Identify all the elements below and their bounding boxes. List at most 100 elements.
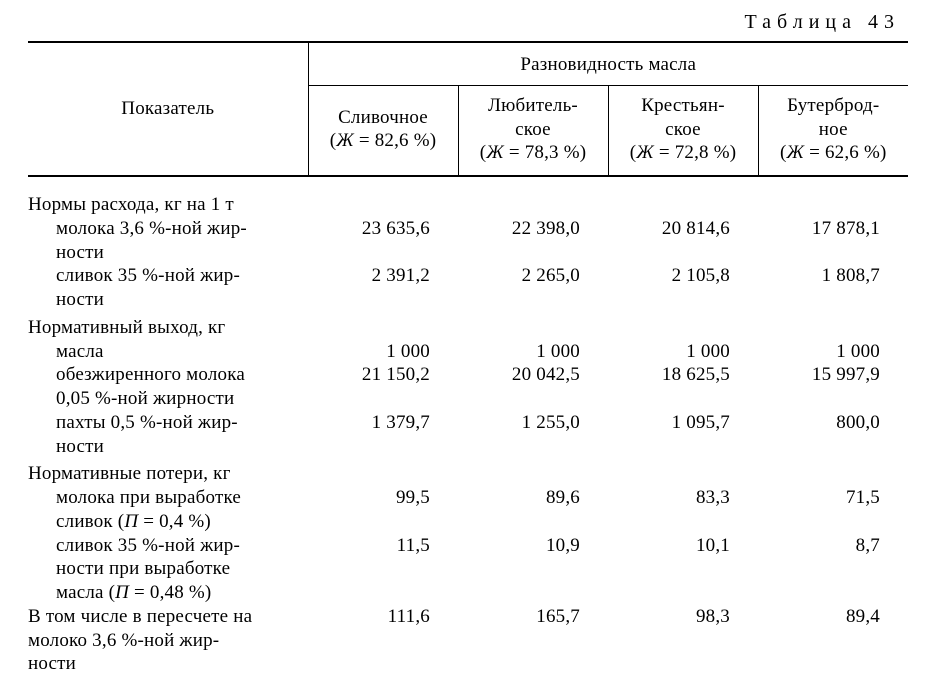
- cell-value: [458, 510, 608, 534]
- header-col-sub: (Ж = 78,3 %): [463, 141, 604, 165]
- cell-value: 22 398,0: [458, 217, 608, 241]
- cell-value: [458, 557, 608, 581]
- cell-value: 89,6: [458, 486, 608, 510]
- row-label: масла: [28, 340, 308, 364]
- row-label: ности: [28, 652, 308, 676]
- table-caption: Таблица 43: [28, 10, 908, 35]
- cell-value: [308, 387, 458, 411]
- table-row: молока 3,6 %-ной жир-23 635,622 398,020 …: [28, 217, 908, 241]
- cell-value: 1 000: [758, 340, 908, 364]
- row-label-text: масла (П = 0,48 %): [28, 581, 302, 605]
- cell-value: 20 042,5: [458, 363, 608, 387]
- table-row: обезжиренного молока21 150,220 042,518 6…: [28, 363, 908, 387]
- table-row: ности при выработке: [28, 557, 908, 581]
- row-label-text: молока при выработке: [28, 486, 302, 510]
- row-label: молоко 3,6 %-ной жир-: [28, 629, 308, 653]
- cell-value: [458, 581, 608, 605]
- cell-value: [458, 435, 608, 459]
- table-row: масла (П = 0,48 %): [28, 581, 908, 605]
- cell-value: 1 000: [308, 340, 458, 364]
- cell-value: [308, 510, 458, 534]
- cell-value: [308, 435, 458, 459]
- cell-value: [458, 387, 608, 411]
- table-row: сливок 35 %-ной жир-2 391,22 265,02 105,…: [28, 264, 908, 288]
- header-col-2: Крестьян-ское(Ж = 72,8 %): [608, 85, 758, 176]
- row-label-text: Нормативный выход, кг: [28, 316, 302, 340]
- row-label-text: молока 3,6 %-ной жир-: [28, 217, 302, 241]
- row-label: сливок 35 %-ной жир-: [28, 534, 308, 558]
- header-col-sub: (Ж = 62,6 %): [763, 141, 905, 165]
- cell-value: 20 814,6: [608, 217, 758, 241]
- cell-value: [608, 629, 758, 653]
- cell-value: [608, 458, 758, 486]
- row-label-text: Нормативные потери, кг: [28, 462, 302, 486]
- row-label-text: сливок (П = 0,4 %): [28, 510, 302, 534]
- cell-value: 98,3: [608, 605, 758, 629]
- cell-value: 83,3: [608, 486, 758, 510]
- cell-value: [758, 288, 908, 312]
- cell-value: [458, 629, 608, 653]
- table-row: ности: [28, 435, 908, 459]
- table-row: сливок (П = 0,4 %): [28, 510, 908, 534]
- row-label: масла (П = 0,48 %): [28, 581, 308, 605]
- cell-value: 71,5: [758, 486, 908, 510]
- cell-value: [758, 557, 908, 581]
- cell-value: [458, 241, 608, 265]
- row-label: ности: [28, 241, 308, 265]
- cell-value: [458, 176, 608, 217]
- cell-value: [608, 557, 758, 581]
- cell-value: 89,4: [758, 605, 908, 629]
- cell-value: [308, 312, 458, 340]
- header-col-name: Сливочное: [338, 107, 428, 128]
- cell-value: [308, 458, 458, 486]
- header-col-sub: (Ж = 72,8 %): [613, 141, 754, 165]
- cell-value: [758, 652, 908, 676]
- cell-value: [758, 458, 908, 486]
- cell-value: 2 391,2: [308, 264, 458, 288]
- cell-value: [308, 288, 458, 312]
- row-label: сливок (П = 0,4 %): [28, 510, 308, 534]
- row-label: Нормативные потери, кг: [28, 458, 308, 486]
- row-label-text: ности: [28, 652, 302, 676]
- row-label: ности при выработке: [28, 557, 308, 581]
- cell-value: [308, 176, 458, 217]
- cell-value: 111,6: [308, 605, 458, 629]
- table-row: ности: [28, 241, 908, 265]
- table-row: 0,05 %-ной жирности: [28, 387, 908, 411]
- row-label: В том числе в пересчете на: [28, 605, 308, 629]
- table-row: ности: [28, 652, 908, 676]
- cell-value: [608, 387, 758, 411]
- cell-value: [758, 387, 908, 411]
- row-label: сливок 35 %-ной жир-: [28, 264, 308, 288]
- cell-value: 15 997,9: [758, 363, 908, 387]
- table-row: масла1 0001 0001 0001 000: [28, 340, 908, 364]
- cell-value: 1 000: [608, 340, 758, 364]
- cell-value: [758, 241, 908, 265]
- row-label: ности: [28, 288, 308, 312]
- data-table: Показатель Разновидность масла Сливочное…: [28, 41, 908, 676]
- cell-value: [308, 652, 458, 676]
- cell-value: [308, 581, 458, 605]
- cell-value: [758, 176, 908, 217]
- table-header: Показатель Разновидность масла Сливочное…: [28, 42, 908, 176]
- cell-value: 1 000: [458, 340, 608, 364]
- cell-value: [608, 435, 758, 459]
- header-row-label: Показатель: [28, 42, 308, 176]
- cell-value: [758, 581, 908, 605]
- header-col-name: Любитель-ское: [488, 95, 578, 140]
- cell-value: 800,0: [758, 411, 908, 435]
- row-label-text: пахты 0,5 %-ной жир-: [28, 411, 302, 435]
- header-col-0: Сливочное(Ж = 82,6 %): [308, 85, 458, 176]
- cell-value: 21 150,2: [308, 363, 458, 387]
- header-col-3: Бутерброд-ное(Ж = 62,6 %): [758, 85, 908, 176]
- cell-value: [308, 241, 458, 265]
- cell-value: [608, 288, 758, 312]
- row-label-text: 0,05 %-ной жирности: [28, 387, 302, 411]
- row-label-text: молоко 3,6 %-ной жир-: [28, 629, 302, 653]
- cell-value: [458, 312, 608, 340]
- row-label: обезжиренного молока: [28, 363, 308, 387]
- cell-value: [758, 435, 908, 459]
- cell-value: [608, 510, 758, 534]
- row-label-text: сливок 35 %-ной жир-: [28, 264, 302, 288]
- table-row: молока при выработке99,589,683,371,5: [28, 486, 908, 510]
